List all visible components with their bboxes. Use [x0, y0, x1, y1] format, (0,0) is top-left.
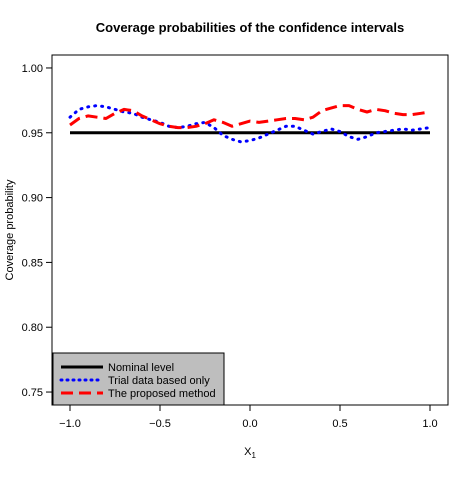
x-tick-label: 1.0 — [422, 418, 437, 430]
x-tick-label: 0.5 — [332, 418, 347, 430]
legend: Nominal level Trial data based only The … — [52, 352, 225, 406]
y-tick-label: 0.95 — [22, 128, 43, 140]
series-line-the-proposed-method — [69, 104, 431, 130]
y-tick-label: 0.75 — [22, 387, 43, 399]
x-axis: −1.0 −0.5 0.0 0.5 1.0 — [59, 404, 438, 430]
y-tick-label: 0.80 — [22, 322, 43, 334]
x-tick-label: −0.5 — [149, 418, 171, 430]
series-layer — [68, 104, 432, 144]
legend-label-trial-data: Trial data based only — [108, 375, 210, 387]
y-tick-label: 1.00 — [22, 63, 43, 75]
y-tick-label: 0.90 — [22, 193, 43, 205]
y-axis-label: Coverage probability — [4, 179, 16, 280]
x-axis-label-subscript: 1 — [251, 451, 256, 460]
y-axis: 0.75 0.80 0.85 0.90 0.95 1.00 — [22, 63, 53, 399]
y-tick-label: 0.85 — [22, 257, 43, 269]
x-tick-label: 0.0 — [242, 418, 257, 430]
legend-label-proposed-method: The proposed method — [108, 388, 216, 400]
x-axis-label-main: X — [244, 446, 252, 458]
x-axis-label: X1 — [244, 446, 256, 460]
chart-title: Coverage probabilities of the confidence… — [96, 20, 404, 35]
series-line-trial-data-based-only — [68, 104, 432, 144]
legend-box — [52, 352, 225, 406]
legend-label-nominal-level: Nominal level — [108, 362, 174, 374]
x-tick-label: −1.0 — [59, 418, 81, 430]
